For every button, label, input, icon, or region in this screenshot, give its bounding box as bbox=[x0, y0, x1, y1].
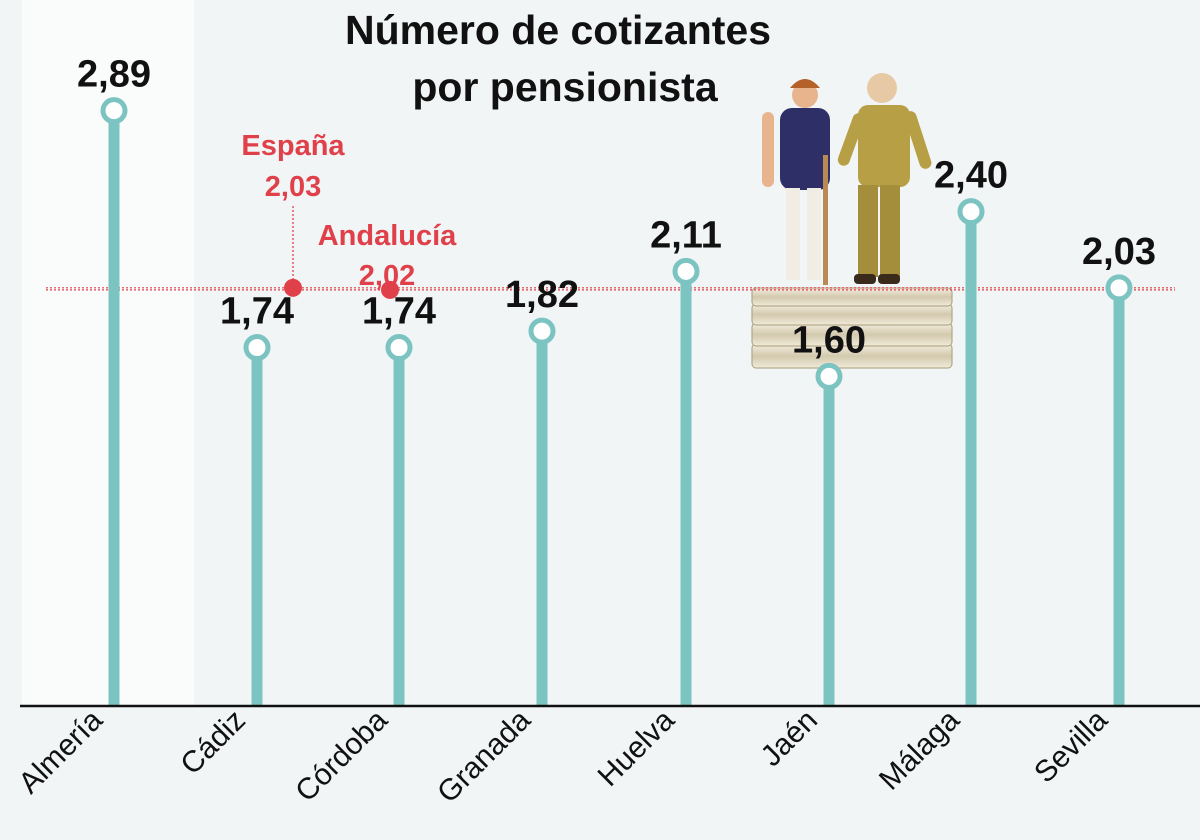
value-label: 1,60 bbox=[792, 319, 866, 361]
lollipop-head bbox=[815, 362, 843, 390]
chart-title-line1: Número de cotizantes bbox=[345, 7, 771, 53]
lollipop-head bbox=[672, 257, 700, 285]
category-label: Almería bbox=[13, 703, 110, 800]
category-label: Cádiz bbox=[174, 704, 252, 782]
lollipop-head bbox=[957, 198, 985, 226]
category-label: Huelva bbox=[592, 703, 682, 793]
value-label: 2,03 bbox=[1082, 231, 1156, 273]
lollipop-head bbox=[1105, 274, 1133, 302]
category-label: Málaga bbox=[873, 703, 966, 796]
elderly-couple-on-coins-illustration bbox=[751, 73, 953, 369]
value-label: 2,40 bbox=[934, 155, 1008, 197]
category-label: Granada bbox=[431, 703, 537, 809]
reference-name-1: Andalucía bbox=[318, 220, 457, 252]
lollipop-head bbox=[385, 334, 413, 362]
value-label: 2,11 bbox=[650, 214, 722, 256]
category-label: Sevilla bbox=[1028, 703, 1114, 789]
value-label: 1,82 bbox=[505, 274, 579, 316]
value-label: 1,74 bbox=[362, 291, 436, 333]
chart-title-line2: por pensionista bbox=[412, 64, 718, 110]
category-label: Jaén bbox=[755, 704, 824, 773]
reference-dot-1 bbox=[381, 280, 399, 299]
lollipop-head bbox=[243, 334, 271, 362]
lollipop-head bbox=[528, 317, 556, 345]
value-label: 1,74 bbox=[220, 291, 294, 333]
category-label: Córdoba bbox=[289, 703, 394, 808]
reference-name-0: España bbox=[241, 130, 345, 162]
value-label: 2,89 bbox=[77, 54, 151, 96]
lollipop-head bbox=[100, 97, 128, 125]
reference-value-1: 2,02 bbox=[359, 260, 415, 292]
reference-dot-0 bbox=[284, 278, 302, 297]
reference-value-0: 2,03 bbox=[265, 171, 321, 203]
